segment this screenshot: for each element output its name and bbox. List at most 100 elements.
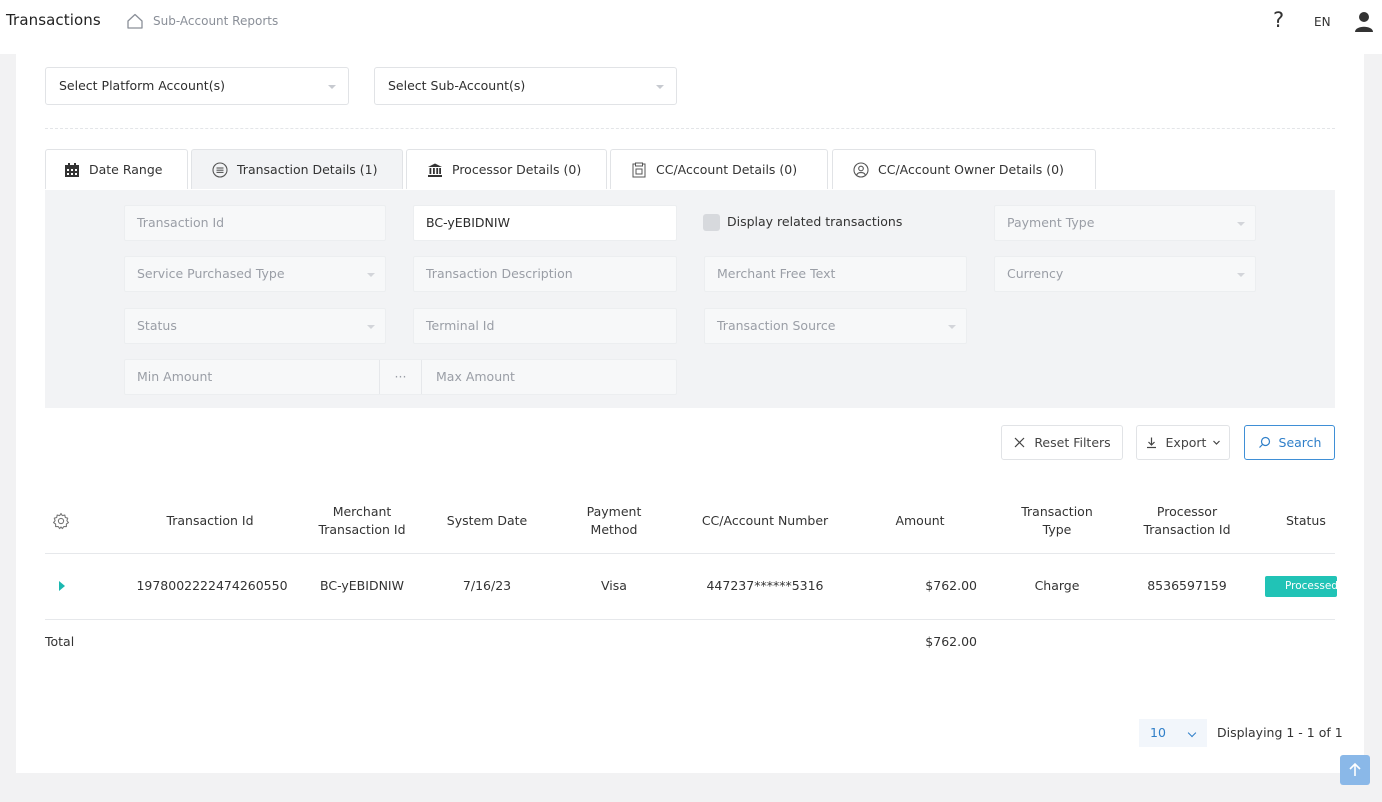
download-icon [1146,437,1156,449]
column-header-cc-account-number[interactable]: CC/Account Number [701,513,829,528]
cell-cc-account-number: 447237******5316 [706,578,824,593]
language-selector[interactable]: EN [1314,15,1331,29]
tab-processor-details[interactable]: Processor Details (0) [406,149,607,189]
pagination-info: Displaying 1 - 1 of 1 [1217,725,1343,740]
transaction-source-placeholder: Transaction Source [717,318,836,333]
status-badge: Processed [1265,576,1337,597]
tab-label: CC/Account Owner Details (0) [878,162,1064,177]
bank-icon [428,163,442,177]
close-icon [1014,437,1025,448]
platform-account-placeholder: Select Platform Account(s) [59,78,225,93]
reset-filters-button[interactable]: Reset Filters [1001,425,1123,460]
chevron-down-icon [948,325,956,329]
service-purchased-type-select[interactable]: Service Purchased Type [124,256,386,292]
gear-icon[interactable] [52,512,70,530]
cell-amount: $762.00 [925,578,977,593]
home-icon[interactable] [126,12,144,30]
column-header-line: Merchant [332,504,392,519]
table-header-divider [45,553,1335,554]
payment-type-placeholder: Payment Type [1007,215,1095,230]
chevron-down-icon [1213,440,1221,445]
breadcrumb[interactable]: Sub-Account Reports [153,14,279,28]
top-bar: Transactions Sub-Account Reports ? EN [0,0,1382,54]
cell-system-date: 7/16/23 [462,578,512,593]
currency-placeholder: Currency [1007,266,1064,281]
payment-type-select[interactable]: Payment Type [994,205,1256,241]
chevron-down-icon [1237,222,1245,226]
column-header-line: Type [1042,522,1072,537]
cell-transaction-type: Charge [1034,578,1080,593]
list-icon [212,161,228,178]
column-header-merchant-transaction-id[interactable]: Merchant Transaction Id [302,503,422,539]
column-header-line: Payment [586,504,642,519]
page-size-value: 10 [1150,725,1166,740]
transaction-source-select[interactable]: Transaction Source [704,308,967,344]
tab-label: CC/Account Details (0) [656,162,798,177]
page-size-select[interactable]: 10 [1139,719,1207,747]
chevron-down-icon [656,85,664,89]
tab-label: Transaction Details (1) [237,162,378,177]
reset-filters-label: Reset Filters [1034,435,1111,450]
column-header-line: Transaction Id [1143,522,1231,537]
merchant-transaction-id-input[interactable]: BC-yEBIDNIW [413,205,677,241]
column-header-payment-method[interactable]: Payment Method [570,503,658,539]
column-header-line: Transaction Id [318,522,406,537]
search-icon [1258,436,1270,448]
user-icon[interactable] [1354,11,1374,33]
column-header-line: Method [590,522,638,537]
card-icon [632,162,646,177]
status-select[interactable]: Status [124,308,386,344]
chevron-down-icon [1237,273,1245,277]
transaction-id-input[interactable]: Transaction Id [124,205,386,241]
column-header-amount[interactable]: Amount [895,513,945,528]
chevron-down-icon [328,85,336,89]
search-button[interactable]: Search [1244,425,1335,460]
chevron-down-icon [367,325,375,329]
sub-account-select[interactable]: Select Sub-Account(s) [374,67,677,105]
export-label: Export [1165,435,1207,450]
row-expand-icon[interactable] [59,581,65,591]
export-button[interactable]: Export [1136,425,1230,460]
owner-icon [853,161,869,178]
help-icon[interactable]: ? [1273,8,1285,32]
total-label: Total [45,634,75,649]
calendar-icon [65,162,79,177]
section-divider [45,128,1335,129]
column-header-system-date[interactable]: System Date [446,513,528,528]
merchant-free-text-input[interactable]: Merchant Free Text [704,256,967,292]
sub-account-placeholder: Select Sub-Account(s) [388,78,526,93]
platform-account-select[interactable]: Select Platform Account(s) [45,67,349,105]
cell-transaction-id[interactable]: 1978002222474260550 [136,578,288,593]
tab-cc-account-details[interactable]: CC/Account Details (0) [610,149,828,189]
page-title: Transactions [6,11,101,29]
cell-merchant-transaction-id: BC-yEBIDNIW [320,578,404,593]
arrow-up-icon [1349,762,1361,776]
tab-date-range[interactable]: Date Range [45,149,188,189]
min-amount-input[interactable]: Min Amount [137,369,213,384]
cell-payment-method: Visa [601,578,627,593]
column-header-line: Transaction [1021,504,1093,519]
tab-label: Processor Details (0) [452,162,582,177]
column-header-transaction-type[interactable]: Transaction Type [1007,503,1107,539]
display-related-checkbox[interactable] [703,214,720,231]
amount-range: Min Amount ··· Max Amount [124,359,677,395]
column-header-status[interactable]: Status [1286,513,1326,528]
tab-cc-account-owner-details[interactable]: CC/Account Owner Details (0) [832,149,1096,189]
column-header-transaction-id[interactable]: Transaction Id [166,513,254,528]
tab-label: Date Range [89,162,163,177]
scroll-to-top-button[interactable] [1340,755,1370,785]
cell-processor-transaction-id: 8536597159 [1147,578,1227,593]
transaction-description-input[interactable]: Transaction Description [413,256,677,292]
service-purchased-type-placeholder: Service Purchased Type [137,266,285,281]
max-amount-input[interactable]: Max Amount [436,369,515,384]
chevron-down-icon [367,273,375,277]
column-header-line: Processor [1156,504,1218,519]
tab-transaction-details[interactable]: Transaction Details (1) [191,149,403,189]
chevron-down-icon [1187,728,1197,738]
column-header-processor-transaction-id[interactable]: Processor Transaction Id [1127,503,1247,539]
terminal-id-input[interactable]: Terminal Id [413,308,677,344]
search-label: Search [1278,435,1322,450]
range-separator: ··· [379,360,422,394]
currency-select[interactable]: Currency [994,256,1256,292]
table-row-divider [45,619,1335,620]
